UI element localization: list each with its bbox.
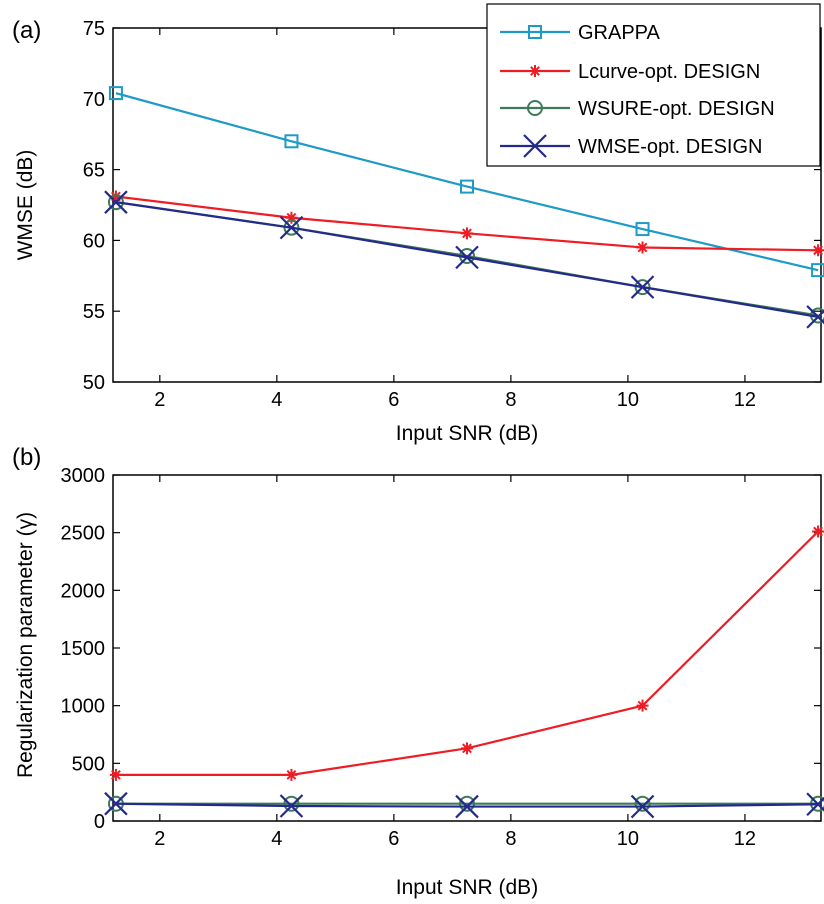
x-axis-title-a: Input SNR (dB) bbox=[396, 422, 538, 445]
data-point bbox=[634, 795, 651, 812]
legend-item-lcurve-opt-design bbox=[500, 65, 570, 77]
data-point bbox=[283, 795, 300, 812]
data-point bbox=[460, 179, 474, 194]
x-tick-label: 12 bbox=[734, 828, 756, 850]
data-point bbox=[461, 227, 473, 240]
x-tick-label: 10 bbox=[617, 828, 639, 850]
x-tick-label: 8 bbox=[505, 828, 516, 850]
data-point bbox=[630, 794, 655, 819]
data-point bbox=[455, 245, 479, 270]
legend-item-wsure-opt-design bbox=[500, 100, 570, 116]
data-point bbox=[109, 190, 122, 203]
y-tick-label: 2500 bbox=[61, 523, 106, 545]
y-tick-label: 3000 bbox=[61, 465, 106, 487]
data-point bbox=[284, 134, 299, 149]
series-line bbox=[115, 92, 819, 272]
y-tick-label: 1500 bbox=[61, 638, 106, 660]
data-point bbox=[109, 768, 122, 781]
x-tick-label: 6 bbox=[388, 389, 399, 411]
x-tick-label: 10 bbox=[617, 389, 639, 411]
series-wmse-opt-design bbox=[104, 791, 824, 819]
data-point bbox=[285, 768, 298, 781]
x-tick-label: 4 bbox=[271, 828, 282, 850]
legend-marker bbox=[523, 134, 547, 158]
data-point bbox=[812, 244, 824, 257]
data-point bbox=[812, 525, 824, 538]
legend-marker bbox=[527, 100, 543, 116]
y-tick-label: 1000 bbox=[61, 696, 106, 718]
y-tick-label: 55 bbox=[83, 301, 105, 323]
x-tick-label: 12 bbox=[734, 389, 756, 411]
series-layer-a bbox=[104, 86, 824, 329]
legend-label-wmse: WMSE-opt. DESIGN bbox=[578, 136, 762, 158]
y-tick-label: 75 bbox=[83, 18, 105, 40]
data-point bbox=[635, 222, 650, 237]
y-tick-label: 50 bbox=[83, 372, 105, 394]
legend-items bbox=[500, 25, 570, 158]
series-line bbox=[115, 195, 819, 252]
y-tick-label: 65 bbox=[83, 160, 105, 182]
data-point bbox=[636, 241, 649, 254]
legend: GRAPPA Lcurve-opt. DESIGN WSURE-opt. DES… bbox=[486, 3, 821, 167]
y-tick-label: 0 bbox=[94, 811, 105, 833]
x-tick-label: 2 bbox=[154, 389, 165, 411]
data-point bbox=[811, 263, 824, 278]
data-point bbox=[630, 275, 655, 299]
x-tick-label: 4 bbox=[271, 389, 282, 411]
y-tick-label: 500 bbox=[72, 753, 105, 775]
series-line bbox=[115, 530, 819, 776]
series-lcurve-opt-design bbox=[109, 190, 824, 257]
series-layer-b bbox=[104, 525, 824, 819]
data-point bbox=[279, 215, 304, 240]
x-tick-label: 8 bbox=[505, 389, 516, 411]
data-point bbox=[806, 792, 824, 817]
y-tick-label: 70 bbox=[83, 89, 105, 111]
data-point bbox=[455, 794, 479, 819]
data-point bbox=[108, 86, 123, 101]
series-line bbox=[115, 201, 819, 318]
legend-item-wmse-opt-design bbox=[500, 134, 570, 158]
panel-a: (a) 2 4 6 8 10 12 50 55 60 65 70 75 Input SNR (dB)… bbox=[12, 3, 824, 445]
series-lcurve-opt-design bbox=[109, 525, 824, 781]
y-ticks-b: 0 500 1000 1500 2000 2500 3000 bbox=[61, 465, 821, 833]
series-wmse-opt-design bbox=[104, 190, 824, 329]
data-point bbox=[285, 211, 298, 224]
data-point bbox=[806, 305, 824, 329]
y-axis-title-b: Regularization parameter (γ) bbox=[14, 512, 37, 778]
legend-marker bbox=[529, 65, 541, 77]
y-tick-label: 2000 bbox=[61, 580, 106, 602]
data-point bbox=[634, 279, 651, 296]
legend-item-grappa bbox=[500, 25, 570, 39]
x-tick-label: 2 bbox=[154, 828, 165, 850]
data-point bbox=[636, 699, 649, 712]
legend-label-wsure: WSURE-opt. DESIGN bbox=[578, 98, 775, 120]
y-tick-label: 60 bbox=[83, 230, 105, 252]
legend-marker bbox=[528, 25, 542, 39]
y-ticks-a: 50 55 60 65 70 75 bbox=[83, 18, 821, 394]
panel-label-b: (b) bbox=[12, 444, 41, 471]
x-ticks-b: 2 4 6 8 10 12 bbox=[154, 475, 756, 850]
panel-label-a: (a) bbox=[12, 17, 41, 44]
plot-area-b bbox=[112, 474, 822, 822]
legend-label-lcurve: Lcurve-opt. DESIGN bbox=[578, 61, 760, 83]
legend-label-grappa: GRAPPA bbox=[578, 22, 661, 44]
data-point bbox=[461, 742, 473, 755]
panel-b: (b) 2 4 6 8 10 12 0 500 1000 1500 2000 2500 3000 In… bbox=[12, 444, 824, 899]
data-point bbox=[279, 794, 304, 818]
series-grappa bbox=[108, 86, 824, 278]
y-axis-title-a: WMSE (dB) bbox=[14, 150, 37, 261]
data-point bbox=[104, 791, 128, 816]
data-point bbox=[459, 795, 475, 812]
x-tick-label: 6 bbox=[388, 828, 399, 850]
data-point bbox=[104, 190, 128, 214]
x-axis-title-b: Input SNR (dB) bbox=[396, 876, 538, 899]
